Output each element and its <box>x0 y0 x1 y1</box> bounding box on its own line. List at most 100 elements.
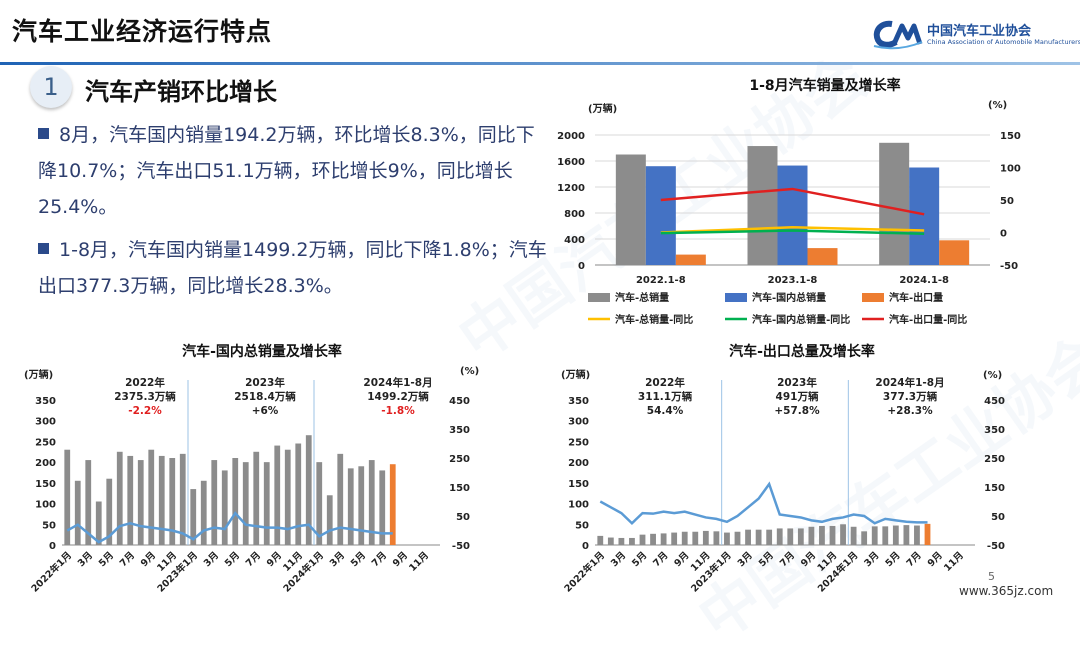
bar-汽车-国内总销量 <box>777 165 808 265</box>
y2-tick-label: 50 <box>991 512 1005 523</box>
bar <box>724 532 730 545</box>
caam-logo: 中国汽车工业协会 China Association of Automobile… <box>872 18 1080 52</box>
y-axis-unit: (万辆) <box>588 102 617 115</box>
y2-tick-label: 150 <box>449 483 470 494</box>
y-tick-label: 0 <box>582 541 589 552</box>
y2-tick-label: 0 <box>1000 229 1007 240</box>
x-tick-label: 3月 <box>76 550 95 569</box>
bar <box>127 455 134 545</box>
y2-tick-label: 450 <box>449 396 470 407</box>
bar <box>671 532 678 545</box>
bullet-paragraph-1: 8月，汽车国内销量194.2万辆，环比增长8.3%，同比下降10.7%；汽车出口… <box>38 117 548 225</box>
bar <box>840 524 846 545</box>
bar <box>787 528 794 545</box>
annotation-value: 2518.4万辆 <box>234 390 296 403</box>
annotation-change: +6% <box>252 405 279 417</box>
bar <box>639 534 646 545</box>
bar <box>169 458 176 545</box>
annotation-year: 2024年1-8月 <box>875 376 944 389</box>
bar <box>650 533 656 545</box>
annotation-year: 2023年 <box>777 376 817 389</box>
bar <box>179 453 186 545</box>
bar <box>295 443 302 545</box>
bar <box>95 501 102 545</box>
bar <box>190 489 197 545</box>
bar <box>358 466 365 545</box>
bar <box>389 464 396 545</box>
yoy-line <box>66 511 393 544</box>
legend-swatch <box>725 293 747 302</box>
annotation-change: +28.3% <box>887 405 933 417</box>
section-number-badge: 1 <box>30 66 72 108</box>
bar <box>379 470 386 545</box>
bar <box>903 525 910 545</box>
x-tick-label: 7月 <box>244 550 263 569</box>
bar-汽车-总销量 <box>879 142 910 265</box>
x-tick-label: 3月 <box>736 550 755 569</box>
y2-tick-label: 250 <box>984 454 1005 465</box>
page-title: 汽车工业经济运行特点 <box>12 17 273 46</box>
bar <box>116 451 123 545</box>
annotation-year: 2022年 <box>645 376 685 389</box>
site-watermark: www.365jz.com <box>955 583 1058 599</box>
bullet-paragraph-2: 1-8月，汽车国内销量1499.2万辆，同比下降1.8%；汽车出口377.3万辆… <box>38 232 548 304</box>
caam-logo-icon <box>873 20 923 50</box>
y2-tick-label: 150 <box>1000 131 1021 142</box>
bar <box>808 526 815 545</box>
bar-汽车-总销量 <box>747 146 778 265</box>
annotation-value: 311.1万辆 <box>638 390 693 403</box>
bar <box>64 449 71 545</box>
y2-tick-label: -50 <box>452 541 470 552</box>
line-汽车-总销量-同比 <box>660 226 925 234</box>
bar <box>253 451 260 545</box>
annotation-change: -1.8% <box>381 405 415 417</box>
legend-label: 汽车-国内总销量 <box>752 291 826 304</box>
bar <box>74 480 81 545</box>
chart-title: 汽车-出口总量及增长率 <box>729 343 875 360</box>
bar <box>713 531 720 545</box>
y-tick-label: 50 <box>575 520 589 531</box>
x-tick-label: 7月 <box>905 550 924 569</box>
bar <box>274 445 281 545</box>
annotation-change: 54.4% <box>647 405 684 417</box>
bar <box>263 462 270 545</box>
bullet-text: 1-8月，汽车国内销量1499.2万辆，同比下降1.8%；汽车出口377.3万辆… <box>38 239 547 297</box>
y2-axis-unit: (%) <box>460 366 479 377</box>
bar <box>618 537 625 545</box>
page-number: 5 <box>988 570 995 583</box>
legend-swatch <box>862 293 884 302</box>
bar <box>871 526 878 545</box>
header-rule <box>0 62 1080 65</box>
y-tick-label: 0 <box>49 541 56 552</box>
yoy-line <box>599 481 928 525</box>
y-tick-label: 150 <box>568 479 589 490</box>
x-tick-label: 5月 <box>97 550 116 569</box>
x-tick-label: 5月 <box>349 550 368 569</box>
legend-label: 汽车-出口量-同比 <box>889 313 967 326</box>
bar <box>745 529 751 545</box>
x-tick-label: 5月 <box>223 550 242 569</box>
y-tick-label: 200 <box>35 458 56 469</box>
chart-title: 汽车-国内总销量及增长率 <box>182 343 342 360</box>
x-tick-label: 5月 <box>883 550 902 569</box>
y2-axis-unit: (%) <box>983 370 1002 381</box>
bullet-square-icon <box>38 243 49 254</box>
annotation-value: 491万辆 <box>776 390 819 403</box>
bar <box>829 525 836 545</box>
y-tick-label: 0 <box>578 261 585 272</box>
bar <box>861 531 868 545</box>
y2-axis-unit: (%) <box>988 100 1007 111</box>
y-tick-label: 50 <box>42 520 56 531</box>
y-tick-label: 1200 <box>557 183 585 194</box>
y2-tick-label: 350 <box>449 425 470 436</box>
x-tick-label: 11月 <box>407 550 431 574</box>
bar <box>232 458 239 545</box>
x-tick-label: 2022年1月 <box>29 549 74 594</box>
y-tick-label: 250 <box>35 437 56 448</box>
header: 汽车工业经济运行特点 中国汽车工业协会 China Association of… <box>0 0 1080 65</box>
y-tick-label: 1600 <box>557 157 585 168</box>
y-tick-label: 2000 <box>557 131 585 142</box>
x-tick-label: 5月 <box>757 550 776 569</box>
bar-汽车-国内总销量 <box>645 166 676 265</box>
bar <box>914 525 920 545</box>
